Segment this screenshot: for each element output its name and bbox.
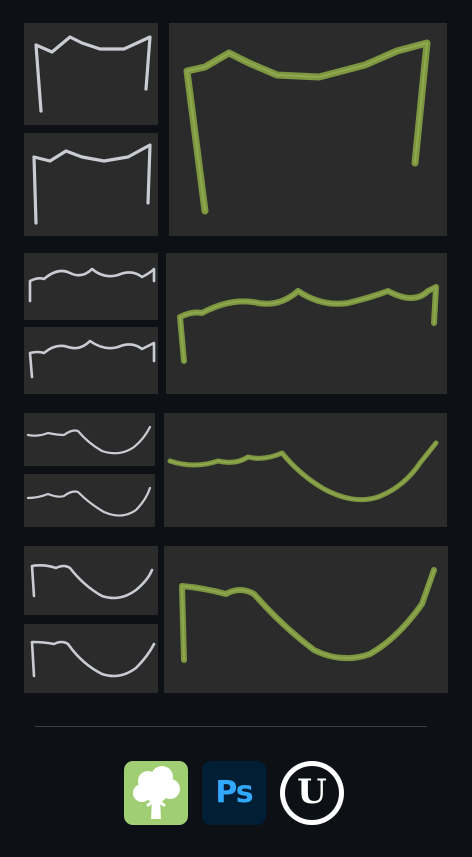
white-arch-model [32,143,152,225]
white-hook-model [30,640,156,678]
white-dip-model [26,425,152,455]
model-preview-white-2a[interactable] [24,253,158,320]
white-dip-model [26,486,152,517]
model-preview-white-4a[interactable] [24,546,158,615]
unreal-engine-badge: U [285,766,339,820]
textured-hook-model [179,567,437,663]
textured-wave-model [177,284,439,364]
unreal-engine-icon[interactable]: U [280,761,344,825]
model-render-textured-1[interactable] [169,23,447,236]
tree-icon [133,766,180,819]
white-hook-model [30,564,154,600]
photoshop-label: Ps [215,775,253,810]
white-arch-model [34,35,152,113]
model-preview-white-1b[interactable] [24,133,158,236]
textured-arch-model [183,39,431,215]
white-wave-model [28,339,156,379]
model-preview-white-3b[interactable] [24,474,155,527]
model-render-textured-2[interactable] [166,253,447,394]
model-render-textured-4[interactable] [164,546,448,693]
model-preview-white-3a[interactable] [24,413,155,466]
textured-dip-model [167,440,439,503]
unreal-engine-label: U [297,772,327,812]
white-wave-model [28,267,156,303]
model-render-textured-3[interactable] [164,413,447,527]
photoshop-app-icon[interactable]: Ps [202,761,266,825]
tree-app-icon[interactable] [124,761,188,825]
model-preview-white-4b[interactable] [24,624,158,693]
model-preview-white-1a[interactable] [24,23,158,125]
section-divider [35,726,427,727]
model-preview-white-2b[interactable] [24,327,158,394]
